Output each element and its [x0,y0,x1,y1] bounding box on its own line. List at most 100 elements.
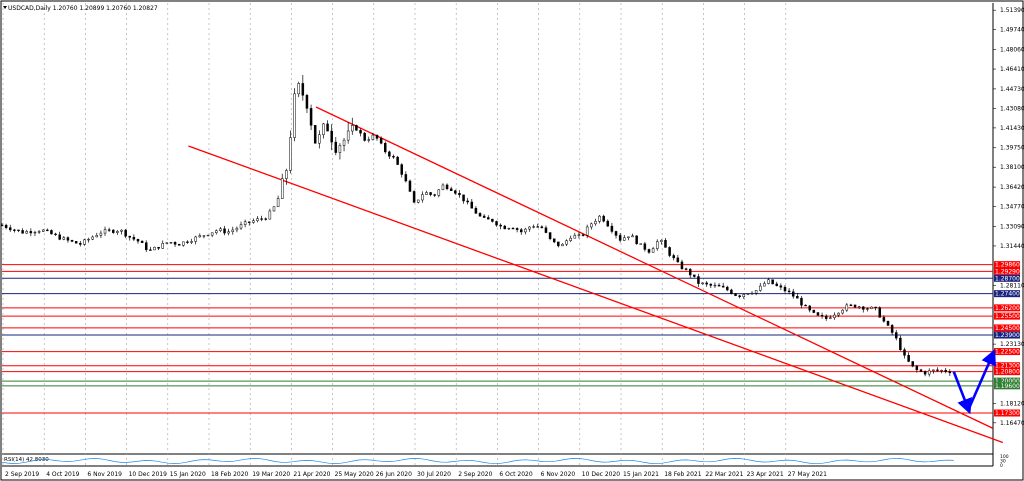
candle-body [478,213,482,217]
candle-body [412,191,416,203]
candle-body [260,218,263,220]
candle-body [598,215,601,222]
candle-body [99,232,103,236]
candle-body [874,306,877,309]
candle-body [433,194,436,196]
candle-body [66,237,70,241]
candle-body [194,236,197,242]
level-tag [994,368,1020,376]
candle-body [239,224,243,229]
x-tick-label: 15 Jan 2020 [170,471,206,478]
x-tick-label: 15 Jan 2021 [623,471,659,478]
candle-body [639,243,643,245]
candle-body [248,221,251,223]
candle-body [635,235,638,245]
candle-body [330,130,333,143]
candle-body [697,276,700,284]
candle-body [800,297,803,306]
y-tick-label: 1.49740 [1000,27,1024,34]
candle-body [46,229,49,232]
candle-body [771,279,774,285]
candle-body [285,170,288,179]
candle-body [70,240,74,242]
level-tag-label: 1.28700 [995,275,1020,282]
candle-body [462,194,465,202]
candle-body [684,268,688,270]
y-tick-label: 1.33090 [1000,223,1024,230]
candle-body [149,249,152,251]
x-tick-label: 2 Sep 2019 [5,471,39,478]
candle-body [944,369,947,372]
level-tag [994,382,1020,390]
candle-body [754,290,758,294]
x-tick-label: 2 Sep 2020 [458,471,492,478]
candle-body [289,137,292,171]
candle-body [157,246,160,249]
candle-body [144,242,148,250]
y-tick-label: 1.39750 [1000,145,1024,152]
candlesticks [0,74,952,377]
candle-body [379,138,383,144]
x-tick-label: 18 Feb 2020 [211,471,249,478]
candle-body [849,304,853,306]
candle-body [293,93,296,138]
rsi-scale-label: 30 [1000,459,1006,465]
candle-body [83,239,86,245]
level-tag-label: 1.22500 [995,349,1020,356]
level-tag-label: 1.23900 [995,332,1020,339]
y-tick-label: 1.16470 [1000,420,1024,427]
candle-body [29,231,33,234]
level-tag-label: 1.21300 [995,363,1020,370]
rsi-scale-label: 100 [1000,454,1009,460]
candle-body [519,229,523,233]
candle-body [841,309,844,314]
candle-body [425,192,428,195]
candle-body [449,188,453,191]
candle-body [779,285,783,288]
candle-body [74,241,78,244]
candle-body [540,226,544,229]
level-tag [994,304,1020,312]
candle-body [264,218,267,220]
candle-body [231,229,235,233]
candle-body [882,317,886,322]
candle-body [532,226,535,228]
candle-body [0,224,4,227]
candle-body [726,286,729,291]
candle-body [557,241,560,247]
candle-body [668,247,671,256]
candle-body [91,236,94,240]
candle-body [79,242,82,245]
candle-body [107,229,111,231]
candle-body [305,94,309,109]
candle-body [664,240,667,248]
level-tag [994,409,1020,417]
level-tag-label: 1.24500 [995,325,1020,332]
level-tag [994,324,1020,332]
candle-body [672,255,675,259]
level-tag-label: 1.25500 [995,313,1020,320]
candle-body [371,134,375,140]
candle-body [940,369,943,372]
candle-body [367,139,371,141]
candle-body [392,155,395,158]
level-tag [994,331,1020,339]
level-tag [994,312,1020,320]
candle-body [33,231,37,234]
candle-body [351,125,354,132]
candle-body [783,286,787,292]
candle-body [721,285,725,288]
candle-body [536,226,539,228]
candle-body [948,371,952,374]
candle-body [927,370,931,375]
candle-body [396,156,399,165]
x-tick-label: 19 Mar 2020 [252,471,290,478]
level-tag [994,348,1020,356]
candle-body [511,227,515,230]
candle-body [618,235,622,241]
y-tick-label: 1.23130 [1000,341,1024,348]
candle-body [631,235,634,238]
candle-body [643,243,647,250]
candle-body [862,306,865,310]
candle-body [602,215,605,222]
